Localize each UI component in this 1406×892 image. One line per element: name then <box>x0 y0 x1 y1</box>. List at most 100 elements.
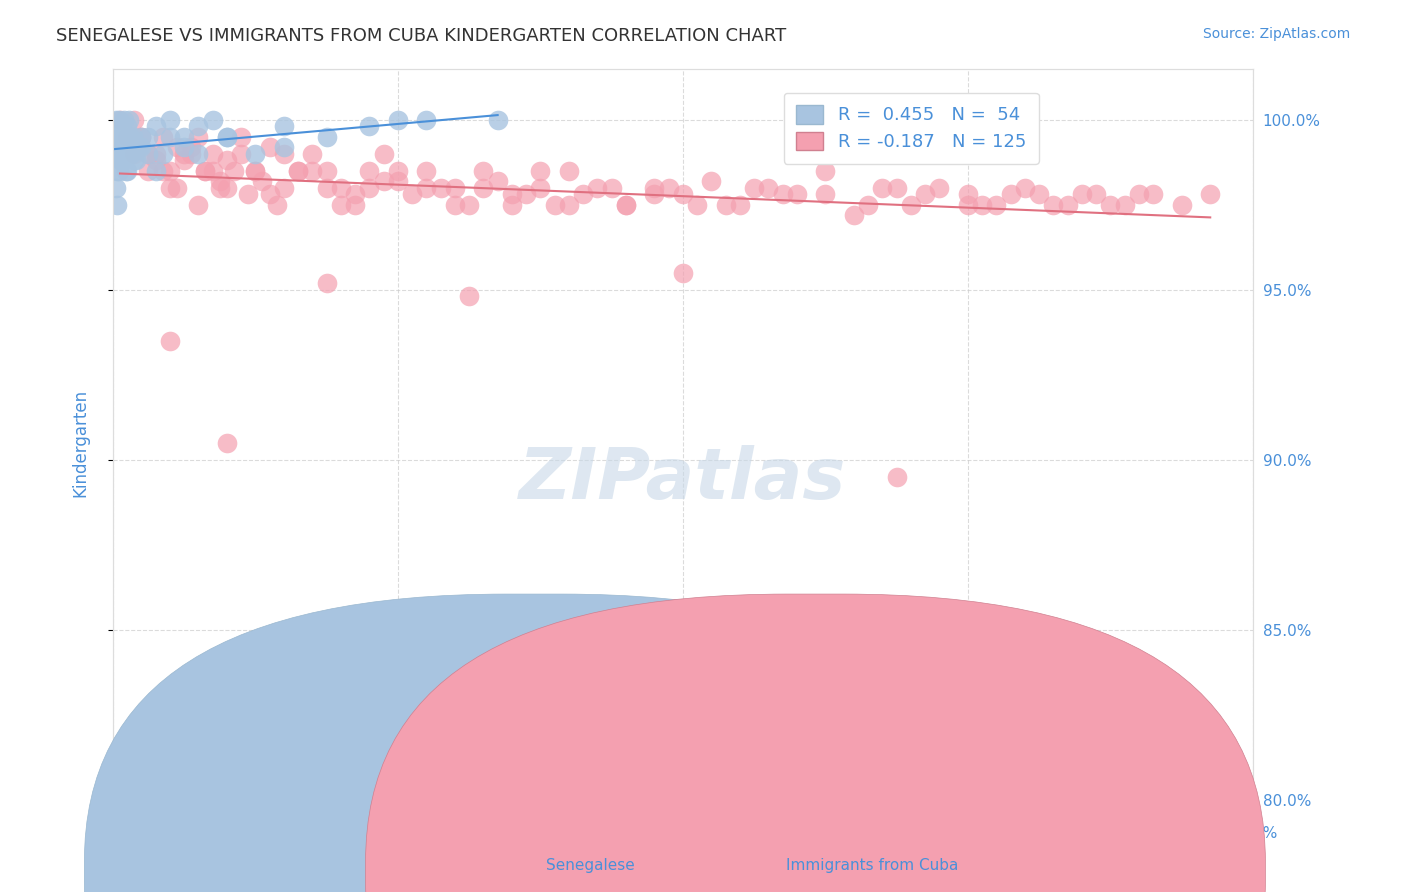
Point <box>131 129 153 144</box>
Point <box>273 139 295 153</box>
Point <box>173 139 195 153</box>
Point <box>672 187 695 202</box>
Point <box>814 187 837 202</box>
Point <box>1114 197 1136 211</box>
Point <box>159 112 181 127</box>
Point <box>714 197 737 211</box>
Point <box>315 276 337 290</box>
Point <box>558 163 581 178</box>
Text: ZIPatlas: ZIPatlas <box>519 445 846 515</box>
Point <box>614 197 637 211</box>
Point <box>108 112 131 127</box>
Point <box>600 180 623 194</box>
Point <box>103 129 125 144</box>
Point <box>287 163 309 178</box>
Point <box>856 197 879 211</box>
Point <box>387 163 409 178</box>
Point <box>215 435 238 450</box>
Point <box>1056 197 1078 211</box>
Point <box>772 187 794 202</box>
Legend: R =  0.455   N =  54, R = -0.187   N = 125: R = 0.455 N = 54, R = -0.187 N = 125 <box>783 93 1039 164</box>
Point <box>104 112 127 127</box>
Point <box>359 120 381 134</box>
Point <box>152 129 174 144</box>
Point <box>886 469 908 483</box>
Point <box>159 180 181 194</box>
Point <box>201 146 224 161</box>
Point <box>187 146 209 161</box>
Point <box>586 180 609 194</box>
Point <box>928 180 950 194</box>
Point <box>105 139 128 153</box>
Point <box>501 187 523 202</box>
Point <box>229 129 252 144</box>
Point <box>229 146 252 161</box>
Point <box>112 146 135 161</box>
Point <box>108 129 131 144</box>
Point <box>956 197 979 211</box>
Point <box>387 112 409 127</box>
Point <box>273 146 295 161</box>
Point <box>315 180 337 194</box>
Point <box>145 146 167 161</box>
Point <box>122 153 145 168</box>
Point <box>315 129 337 144</box>
Point <box>501 197 523 211</box>
Point <box>786 187 808 202</box>
Point <box>138 146 160 161</box>
Point <box>415 180 437 194</box>
Point <box>122 112 145 127</box>
Point <box>107 112 129 127</box>
Point <box>105 163 128 178</box>
Point <box>458 197 481 211</box>
Point <box>118 146 141 161</box>
Point <box>208 180 231 194</box>
Text: Source: ZipAtlas.com: Source: ZipAtlas.com <box>1202 27 1350 41</box>
Point <box>700 174 723 188</box>
Point <box>658 180 681 194</box>
Point <box>173 153 195 168</box>
Point <box>1199 187 1222 202</box>
Point <box>145 120 167 134</box>
Point <box>111 129 134 144</box>
Point <box>972 197 994 211</box>
Point <box>273 120 295 134</box>
Point <box>515 187 537 202</box>
Point <box>201 112 224 127</box>
Point <box>529 180 551 194</box>
Point <box>110 153 132 168</box>
Point <box>373 174 395 188</box>
Point <box>543 197 565 211</box>
Point <box>145 153 167 168</box>
Point <box>245 146 267 161</box>
Point <box>1042 197 1064 211</box>
Point <box>124 153 146 168</box>
Point <box>458 289 481 303</box>
Point <box>118 129 141 144</box>
Point <box>1014 180 1036 194</box>
Point <box>145 163 167 178</box>
Point <box>444 197 467 211</box>
Point <box>1142 187 1164 202</box>
Point <box>301 163 323 178</box>
Point <box>359 163 381 178</box>
Point <box>387 174 409 188</box>
Point <box>115 129 138 144</box>
Point <box>159 163 181 178</box>
Point <box>107 163 129 178</box>
Point <box>643 180 665 194</box>
Point <box>180 146 202 161</box>
Point <box>614 197 637 211</box>
Point <box>266 197 288 211</box>
Point <box>187 129 209 144</box>
Point <box>120 146 142 161</box>
Point <box>359 180 381 194</box>
Point <box>486 174 509 188</box>
Point <box>1128 187 1150 202</box>
Point <box>215 129 238 144</box>
Point <box>115 163 138 178</box>
Point <box>245 163 267 178</box>
Point <box>429 180 451 194</box>
Point <box>900 197 922 211</box>
Point <box>108 146 131 161</box>
